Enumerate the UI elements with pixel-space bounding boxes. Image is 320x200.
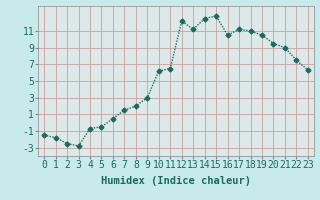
X-axis label: Humidex (Indice chaleur): Humidex (Indice chaleur) [101, 176, 251, 186]
